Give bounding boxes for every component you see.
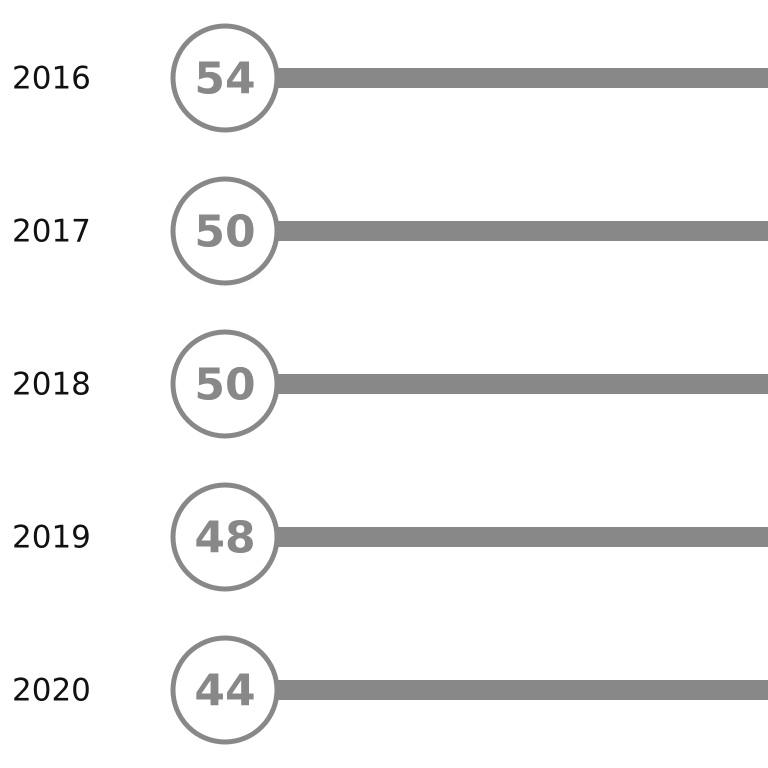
row-bar <box>270 221 768 241</box>
value-circle <box>170 23 280 133</box>
row-bar <box>270 68 768 88</box>
value-circle <box>170 635 280 745</box>
value-label: 44 <box>194 666 255 717</box>
value-label: 50 <box>194 360 255 411</box>
row-bar <box>270 374 768 394</box>
value-circle <box>170 482 280 592</box>
year-label: 2019 <box>12 520 91 556</box>
year-label: 2020 <box>12 673 91 709</box>
value-circle <box>170 329 280 439</box>
value-circle <box>170 176 280 286</box>
row-bar <box>270 680 768 700</box>
value-label: 50 <box>194 207 255 258</box>
value-label: 54 <box>194 54 255 105</box>
row-bar <box>270 527 768 547</box>
value-label: 48 <box>194 513 255 564</box>
year-label: 2017 <box>12 214 91 250</box>
year-label: 2018 <box>12 367 91 403</box>
year-label: 2016 <box>12 61 91 97</box>
